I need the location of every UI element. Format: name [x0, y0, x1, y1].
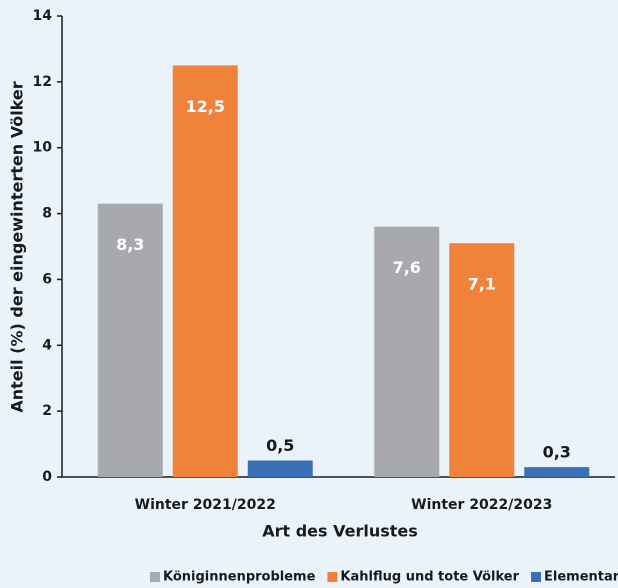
data-label: 7,6 [393, 258, 421, 277]
bar [449, 243, 515, 477]
bar [247, 460, 313, 477]
bar [524, 467, 590, 477]
legend-label: Kahlflug und tote Völker [340, 570, 519, 585]
data-label: 0,5 [266, 436, 294, 455]
y-axis-label: Anteil (%) der eingewinterten Völker [8, 81, 27, 412]
y-tick-label: 8 [42, 206, 52, 222]
y-tick-label: 12 [33, 74, 52, 90]
bar [172, 65, 238, 478]
y-tick-label: 10 [33, 140, 53, 156]
y-tick-label: 2 [42, 403, 52, 419]
y-tick-label: 4 [42, 337, 52, 353]
data-label: 0,3 [543, 443, 571, 462]
legend-swatch [531, 572, 542, 582]
bar [374, 226, 440, 477]
x-tick-label: Winter 2021/2022 [135, 497, 276, 513]
bar [97, 203, 163, 477]
y-tick-label: 0 [42, 469, 52, 485]
legend-label: Elementarschäden [544, 570, 618, 585]
data-label: 7,1 [468, 275, 496, 294]
y-tick-label: 6 [42, 271, 52, 287]
x-tick-label: Winter 2022/2023 [411, 497, 552, 513]
legend-swatch [150, 572, 160, 582]
data-label: 12,5 [186, 97, 225, 116]
legend-swatch [327, 572, 338, 582]
legend-label: Königinnenprobleme [163, 570, 316, 585]
data-label: 8,3 [116, 235, 144, 254]
x-axis-label: Art des Verlustes [262, 522, 418, 541]
y-tick-label: 14 [33, 8, 53, 24]
